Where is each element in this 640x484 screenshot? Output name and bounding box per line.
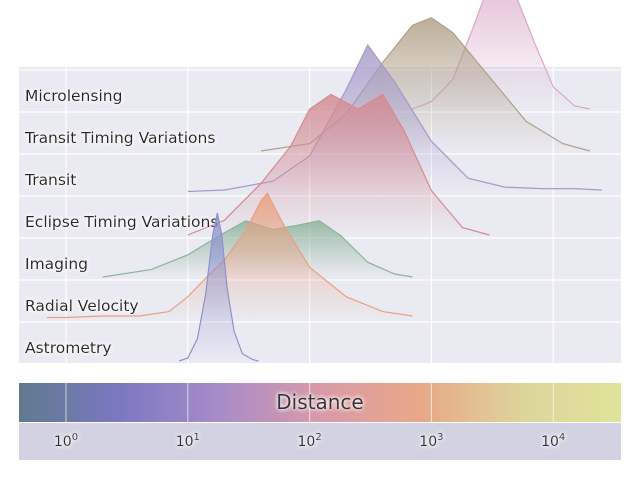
- x-tick-label: 101: [176, 432, 200, 450]
- series-label: Transit Timing Variations: [24, 129, 215, 147]
- x-tick-label: 102: [297, 432, 321, 450]
- series-label: Radial Velocity: [25, 297, 139, 315]
- x-tick-label: 103: [419, 432, 443, 450]
- ridge-fill: [47, 193, 413, 319]
- ridge-radial-velocity: Radial Velocity: [25, 192, 413, 319]
- x-axis-band: [19, 423, 621, 460]
- series-label: Transit: [24, 171, 76, 189]
- ridge-line: [179, 212, 259, 362]
- series-label: Astrometry: [25, 339, 112, 357]
- colorbar-label: Distance: [276, 390, 363, 414]
- colorbar-gridlines: [65, 383, 554, 422]
- x-tick-label: 104: [541, 432, 565, 450]
- ridge-line: [187, 93, 490, 236]
- ridges: Microlensing Transit Timing Variations Tra…: [24, 0, 602, 362]
- x-tick-label: 100: [54, 432, 78, 450]
- x-tick-labels: 100 101 102 103 104: [54, 432, 565, 450]
- series-label: Microlensing: [25, 87, 122, 105]
- ridge-astrometry: Astrometry: [25, 212, 259, 362]
- ridge-line: [47, 192, 413, 319]
- colorbar: [19, 383, 621, 422]
- series-label: Imaging: [25, 255, 88, 273]
- ridge-fill: [179, 213, 259, 361]
- series-label: Eclipse Timing Variations: [25, 213, 218, 231]
